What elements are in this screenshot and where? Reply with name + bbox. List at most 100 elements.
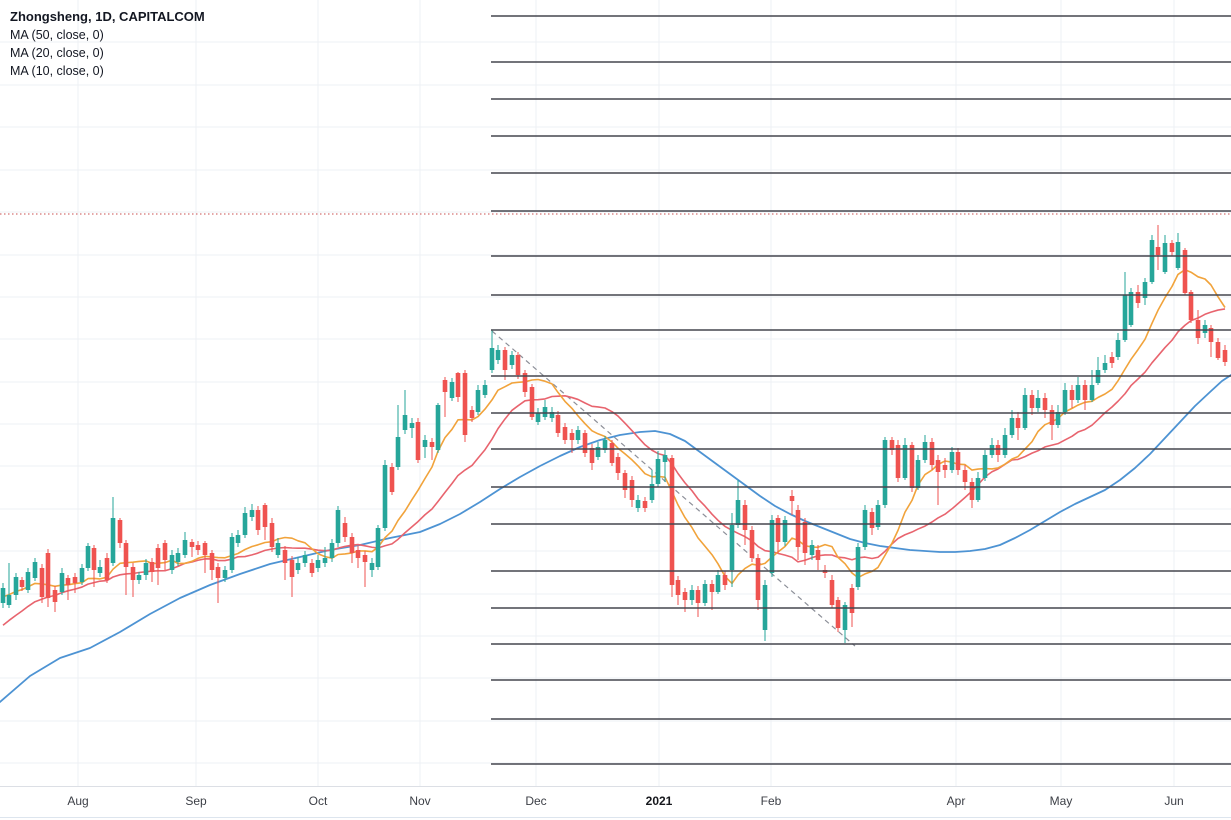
candle[interactable]	[969, 478, 975, 508]
candle[interactable]	[755, 554, 761, 610]
candle[interactable]	[215, 563, 221, 603]
candle[interactable]	[1109, 352, 1115, 368]
candle[interactable]	[889, 437, 895, 455]
candle[interactable]	[849, 584, 855, 627]
candle[interactable]	[842, 602, 848, 643]
candle[interactable]	[52, 586, 58, 612]
candle[interactable]	[435, 403, 441, 453]
candle[interactable]	[1195, 310, 1201, 344]
legend-item-ma20[interactable]: MA (20, close, 0)	[10, 46, 104, 60]
candle[interactable]	[789, 490, 795, 515]
candle[interactable]	[642, 497, 648, 512]
candle[interactable]	[1169, 240, 1175, 256]
candle[interactable]	[542, 400, 548, 420]
candle[interactable]	[162, 540, 168, 570]
candle[interactable]	[59, 568, 65, 595]
candle[interactable]	[1055, 405, 1061, 428]
candle[interactable]	[422, 435, 428, 458]
candle[interactable]	[1182, 248, 1188, 295]
candle[interactable]	[762, 580, 768, 641]
candle[interactable]	[689, 585, 695, 605]
candle[interactable]	[489, 330, 495, 373]
candle[interactable]	[509, 351, 515, 369]
candle[interactable]	[942, 458, 948, 478]
candle[interactable]	[242, 507, 248, 538]
candle[interactable]	[662, 450, 668, 482]
candle[interactable]	[962, 465, 968, 490]
candle[interactable]	[85, 543, 91, 571]
candle[interactable]	[342, 517, 348, 542]
candle[interactable]	[45, 549, 51, 607]
candle[interactable]	[362, 551, 368, 587]
trendline-drawing[interactable]	[491, 330, 856, 647]
candle[interactable]	[355, 546, 361, 568]
candle[interactable]	[902, 438, 908, 480]
candle[interactable]	[1215, 338, 1221, 360]
candle[interactable]	[709, 580, 715, 610]
candle[interactable]	[1175, 233, 1181, 270]
candle[interactable]	[104, 553, 110, 583]
candle[interactable]	[189, 539, 195, 557]
candle[interactable]	[175, 548, 181, 566]
candle[interactable]	[782, 516, 788, 546]
candle[interactable]	[495, 345, 501, 364]
candle[interactable]	[815, 545, 821, 570]
candle[interactable]	[1135, 285, 1141, 308]
candle[interactable]	[229, 533, 235, 573]
candle[interactable]	[475, 385, 481, 415]
candle[interactable]	[289, 556, 295, 597]
candle[interactable]	[335, 506, 341, 547]
candle[interactable]	[195, 541, 201, 555]
candle[interactable]	[455, 372, 461, 402]
candle[interactable]	[735, 480, 741, 528]
candle[interactable]	[1075, 377, 1081, 403]
candle[interactable]	[91, 545, 97, 587]
candle[interactable]	[329, 539, 335, 562]
candle[interactable]	[155, 544, 161, 585]
candle[interactable]	[1102, 355, 1108, 373]
candle[interactable]	[869, 508, 875, 535]
candle[interactable]	[809, 540, 815, 560]
candle[interactable]	[669, 455, 675, 597]
candle[interactable]	[469, 406, 475, 422]
candle[interactable]	[402, 390, 408, 434]
candle[interactable]	[995, 440, 1001, 462]
candle[interactable]	[929, 438, 935, 470]
candle[interactable]	[222, 566, 228, 582]
candle[interactable]	[802, 518, 808, 565]
chart-canvas[interactable]	[0, 0, 1231, 786]
candle[interactable]	[1035, 390, 1041, 412]
candle[interactable]	[322, 547, 328, 567]
candle[interactable]	[742, 500, 748, 545]
candle[interactable]	[6, 563, 12, 608]
candle[interactable]	[635, 495, 641, 512]
candle[interactable]	[989, 438, 995, 458]
legend-item-ma10[interactable]: MA (10, close, 0)	[10, 64, 104, 78]
candle[interactable]	[209, 550, 215, 580]
candle[interactable]	[1095, 357, 1101, 385]
candle[interactable]	[1062, 383, 1068, 415]
candle[interactable]	[829, 575, 835, 608]
ma20-line[interactable]	[2, 308, 1226, 626]
candle[interactable]	[1029, 390, 1035, 415]
candle[interactable]	[795, 505, 801, 560]
candle[interactable]	[1082, 380, 1088, 410]
candle[interactable]	[389, 463, 395, 495]
candle[interactable]	[1069, 385, 1075, 408]
candle[interactable]	[442, 377, 448, 417]
candle[interactable]	[609, 440, 615, 466]
candle[interactable]	[32, 558, 38, 581]
candle[interactable]	[655, 451, 661, 487]
candle[interactable]	[1142, 278, 1148, 305]
candle[interactable]	[882, 437, 888, 508]
candle[interactable]	[110, 497, 116, 566]
candle[interactable]	[1162, 235, 1168, 274]
candle[interactable]	[1042, 393, 1048, 418]
candle[interactable]	[255, 506, 261, 535]
candle[interactable]	[349, 533, 355, 563]
candle[interactable]	[275, 538, 281, 558]
candle[interactable]	[97, 560, 103, 577]
candle[interactable]	[19, 577, 25, 591]
candle[interactable]	[955, 448, 961, 475]
candle[interactable]	[1155, 225, 1161, 270]
